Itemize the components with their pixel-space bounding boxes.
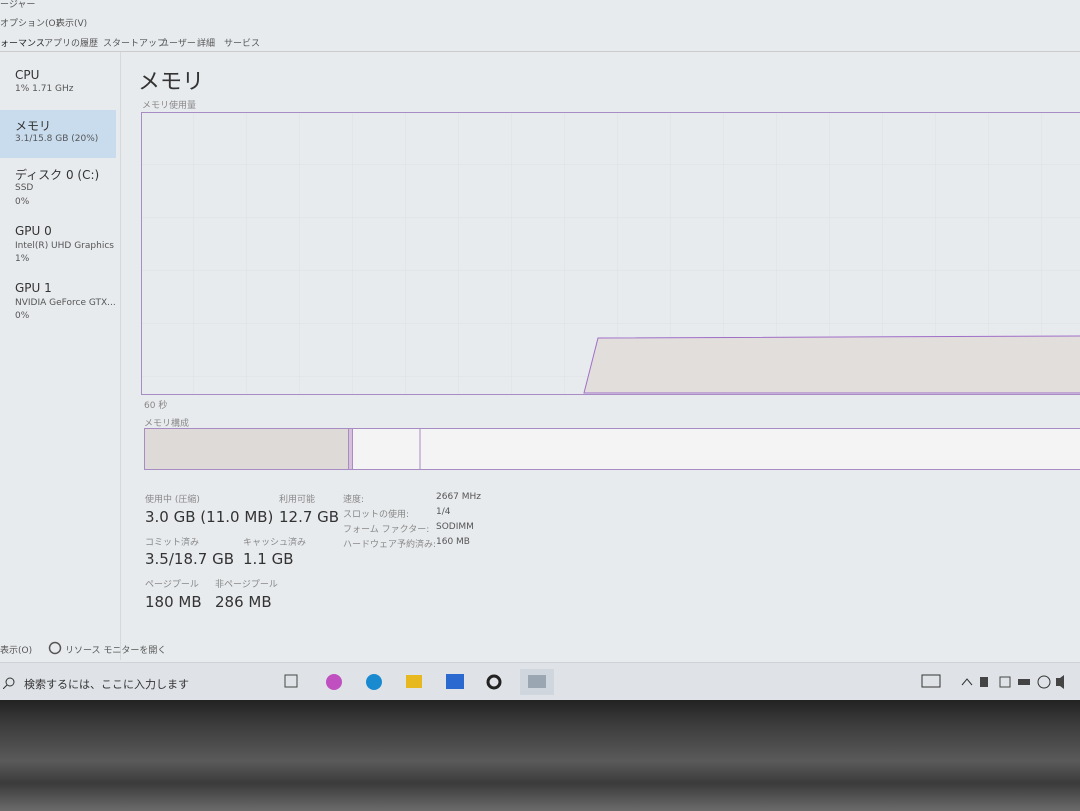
stat-label: キャッシュ済み [243,538,307,548]
stat-value: 180 MB [145,593,202,611]
detail-label: スロットの使用: [343,510,410,520]
detail-label: ハードウェア予約済み: [343,540,437,550]
stat-label: ページプール [145,580,199,590]
item-detail: 1% [15,254,30,264]
stat-label: コミット済み [145,538,200,548]
stat-value: 1.1 GB [243,550,294,568]
tab-bar: ォーマンス アプリの履歴 スタートアップ ユーザー 詳細 サービス [0,33,1080,52]
stat-label: 非ページプール [215,580,278,590]
item-name[interactable]: メモリ [15,119,52,133]
stat-value: 3.0 GB (11.0 MB) [145,508,274,526]
item-name[interactable]: GPU 1 [15,281,52,295]
system-tray [921,674,1064,689]
menu-item[interactable]: 表示(V) [56,19,88,29]
fewer-details[interactable]: 表示(O) [0,646,33,656]
tab[interactable]: ユーザー [160,39,196,49]
detail-value: 1/4 [436,507,451,517]
item-detail: Intel(R) UHD Graphics [15,241,114,251]
tab[interactable]: スタートアップ [103,39,167,49]
stat-label: 利用可能 [279,495,316,505]
item-name[interactable]: CPU [15,68,40,82]
tab[interactable]: 詳細 [197,39,216,49]
time-label: 60 秒 [144,401,168,411]
taskbar: 検索するには、ここに入力します [0,662,1080,701]
laptop-bezel [0,700,1080,811]
item-detail: 1% 1.71 GHz [15,84,74,94]
menu-item[interactable]: オプション(O) [0,19,60,29]
detail-label: フォーム ファクター: [343,525,430,535]
usage-area [583,335,1080,394]
search-icon [3,677,15,689]
composition-label: メモリ構成 [144,419,190,429]
detail-value: SODIMM [436,522,474,532]
stat-value: 3.5/18.7 GB [145,550,234,568]
heading: メモリ [138,70,205,95]
detail-value: 2667 MHz [436,492,482,502]
stat-label: 使用中 (圧縮) [145,495,200,505]
taskbar-icons [284,669,554,695]
detail-value: 160 MB [436,537,470,547]
item-name[interactable]: GPU 0 [15,224,52,238]
tab[interactable]: ォーマンス [0,39,45,49]
tab[interactable]: アプリの履歴 [44,39,99,49]
item-detail: 0% [15,197,30,207]
item-detail: NVIDIA GeForce GTX... [15,298,116,308]
usage-graph [141,112,1080,395]
graph-label: メモリ使用量 [142,101,197,111]
composition-bar [144,428,1080,470]
sidebar: CPU 1% 1.71 GHz メモリ 3.1/15.8 GB (20%) ディ… [0,52,121,660]
item-detail: 0% [15,311,30,321]
monitor-icon [48,641,62,655]
item-detail: 3.1/15.8 GB (20%) [15,134,99,144]
detail-label: 速度: [343,495,365,505]
search-box[interactable]: 検索するには、ここに入力します [24,678,189,691]
item-name[interactable]: ディスク 0 (C:) [15,168,100,182]
resource-monitor-link[interactable]: リソース モニターを開く [65,646,167,656]
stat-value: 12.7 GB [279,508,340,526]
window-title: ージャー [0,0,36,10]
item-detail: SSD [15,183,34,193]
stat-value: 286 MB [215,593,272,611]
tab[interactable]: サービス [224,39,261,49]
selected-item [0,110,116,158]
